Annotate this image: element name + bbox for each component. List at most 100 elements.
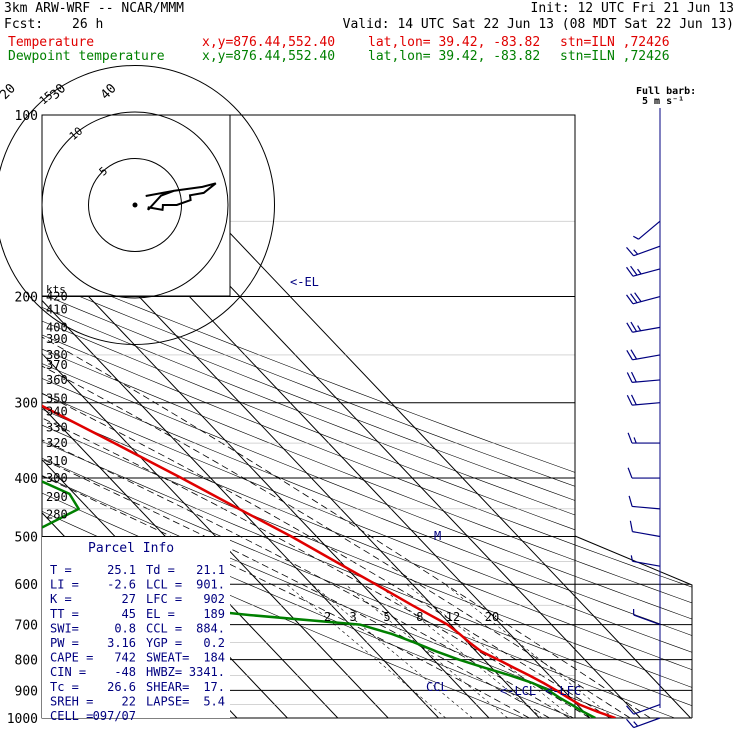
dry-adiabat bbox=[42, 127, 692, 718]
wind-barb-flag bbox=[633, 235, 639, 240]
parcel-field-label: CIN = bbox=[50, 665, 86, 679]
wind-barb-staff bbox=[633, 704, 661, 715]
parcel-field-value: 902 bbox=[203, 592, 225, 606]
theta-label: 320 bbox=[46, 436, 68, 450]
wind-barb-flag bbox=[626, 246, 635, 257]
dry-adiabat bbox=[42, 127, 692, 718]
wind-barb bbox=[630, 555, 661, 567]
wind-barb-flag bbox=[637, 325, 642, 332]
parcel-field-label: PW = bbox=[50, 636, 79, 650]
parcel-field-value: -2.6 bbox=[107, 578, 136, 592]
wind-barb-flag bbox=[628, 495, 633, 507]
wind-barb-staff bbox=[633, 614, 661, 626]
parcel-field-label: LFC = bbox=[146, 592, 182, 606]
isotherm-line bbox=[42, 115, 351, 718]
plot-frame-extension bbox=[574, 535, 693, 718]
wind-barb bbox=[626, 245, 661, 257]
parcel-field-value: 189 bbox=[203, 607, 225, 621]
wind-barb-staff bbox=[632, 560, 661, 567]
dry-adiabat bbox=[42, 127, 692, 718]
init-time: Init: 12 UTC Fri 21 Jun 13 bbox=[530, 1, 735, 16]
theta-label: 370 bbox=[46, 358, 68, 372]
wind-barb-flag bbox=[630, 394, 637, 406]
mixing-ratio-label: 5 bbox=[383, 610, 390, 624]
parcel-field-label: T = bbox=[50, 563, 72, 577]
isotherm-label: 40 bbox=[98, 81, 120, 103]
wind-barb-flag bbox=[626, 372, 633, 383]
wind-barb-staff bbox=[638, 220, 661, 240]
parcel-field-value: 0.2 bbox=[203, 636, 225, 650]
wind-barb-flag bbox=[629, 520, 634, 532]
parcel-field-value: 17. bbox=[203, 680, 225, 694]
parcel-field-label: CELL = bbox=[50, 709, 93, 723]
mixing-ratio-line bbox=[344, 583, 508, 718]
wind-barb-flag bbox=[630, 321, 638, 332]
forecast-hour: 26 h bbox=[72, 17, 104, 32]
dry-adiabat bbox=[42, 127, 692, 718]
hodograph-ring bbox=[0, 65, 275, 345]
pressure-label-900: 900 bbox=[15, 684, 38, 699]
mixing-ratio-line bbox=[311, 583, 473, 718]
mixing-ratio-label: 2 bbox=[324, 610, 331, 624]
wind-barb-staff bbox=[633, 717, 661, 729]
parcel-field-label: LAPSE= bbox=[146, 694, 189, 708]
hodograph-trace bbox=[145, 182, 217, 211]
parcel-field-value: 5.4 bbox=[203, 694, 225, 708]
parcel-field-label: SREH = bbox=[50, 694, 93, 708]
parcel-field-label: Td = bbox=[146, 563, 175, 577]
pressure-label-1000: 1000 bbox=[7, 712, 38, 727]
dry-adiabat bbox=[42, 127, 692, 718]
wind-barb-flag bbox=[626, 322, 633, 333]
wind-barb-staff bbox=[632, 268, 661, 277]
temperature-profile bbox=[42, 115, 616, 718]
parcel-field-label: YGP = bbox=[146, 636, 182, 650]
wind-barb-flag bbox=[626, 294, 634, 305]
wind-barb bbox=[633, 220, 661, 240]
dry-adiabat bbox=[42, 127, 692, 718]
parcel-info-title: Parcel Info bbox=[88, 541, 174, 556]
el-label: <-EL bbox=[290, 275, 319, 289]
wind-barb bbox=[629, 520, 661, 538]
parcel-field-label: LCL = bbox=[146, 578, 182, 592]
parcel-field-value: 884. bbox=[196, 621, 225, 635]
barb-key-line1: Full barb: bbox=[636, 86, 696, 97]
theta-label: 300 bbox=[46, 471, 68, 485]
mixing-ratio-label: 8 bbox=[416, 610, 423, 624]
parcel-field-value: 901. bbox=[196, 578, 225, 592]
wind-barb bbox=[626, 704, 661, 715]
pressure-label-700: 700 bbox=[15, 619, 38, 634]
wind-barb bbox=[626, 349, 661, 361]
dry-adiabat bbox=[42, 127, 692, 718]
isotherm-line bbox=[42, 115, 452, 718]
temperature-latlon: lat,lon= 39.42, -83.82 bbox=[368, 35, 541, 50]
temperature-legend: Temperature bbox=[8, 35, 95, 50]
parcel-field-label: SWI= bbox=[50, 621, 79, 635]
m-marker: M bbox=[434, 529, 441, 543]
hodograph-origin bbox=[132, 202, 138, 208]
parcel-field-label: K = bbox=[50, 592, 72, 606]
plot-frame bbox=[41, 114, 576, 719]
pressure-label-500: 500 bbox=[15, 530, 38, 545]
wind-barb bbox=[626, 717, 661, 729]
wind-barb-flag bbox=[633, 721, 639, 727]
wind-barb bbox=[626, 371, 661, 383]
dewpoint-station: stn=ILN ,72426 bbox=[560, 49, 670, 64]
wind-barb-flag bbox=[626, 705, 635, 715]
pressure-label-200: 200 bbox=[15, 291, 38, 306]
wind-barb-flag bbox=[627, 432, 633, 444]
wind-barb-staff bbox=[632, 531, 661, 538]
wind-barb-flag bbox=[630, 555, 634, 562]
wind-barb-flag bbox=[630, 265, 638, 276]
theta-label: 420 bbox=[46, 290, 68, 304]
parcel-field-label: CAPE = bbox=[50, 651, 93, 665]
isotherm-label: 20 bbox=[0, 81, 19, 103]
valid-time: Valid: 14 UTC Sat 22 Jun 13 (08 MDT Sat … bbox=[342, 17, 734, 32]
parcel-field-value: -48 bbox=[114, 665, 136, 679]
parcel-field-label: LI = bbox=[50, 578, 79, 592]
mixing-ratio-label: 3 bbox=[350, 610, 357, 624]
wind-barb bbox=[627, 432, 660, 444]
dry-adiabat bbox=[42, 127, 692, 718]
theta-label: 330 bbox=[46, 421, 68, 435]
lfc-label: <-LFC bbox=[545, 684, 581, 698]
wind-barb-staff bbox=[633, 245, 661, 257]
